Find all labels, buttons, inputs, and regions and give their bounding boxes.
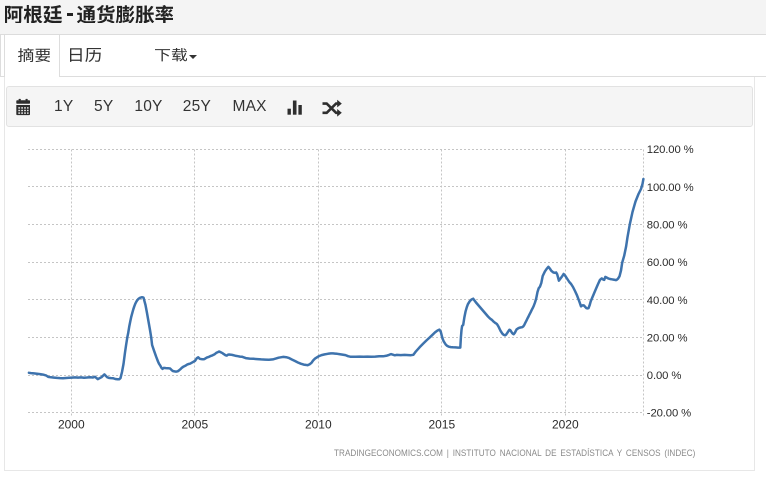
svg-text:20.00 %: 20.00 % (647, 332, 688, 344)
svg-text:60.00 %: 60.00 % (647, 257, 688, 269)
svg-text:40.00 %: 40.00 % (647, 295, 688, 307)
svg-text:80.00 %: 80.00 % (647, 220, 688, 232)
svg-text:2005: 2005 (181, 417, 208, 431)
svg-text:2015: 2015 (428, 417, 455, 431)
svg-text:100.00 %: 100.00 % (647, 182, 694, 194)
svg-text:0.00 %: 0.00 % (647, 370, 682, 382)
svg-text:2010: 2010 (305, 417, 332, 431)
svg-text:2020: 2020 (552, 417, 579, 431)
svg-text:2000: 2000 (58, 417, 85, 431)
svg-text:-20.00 %: -20.00 % (647, 408, 691, 420)
svg-text:120.00 %: 120.00 % (647, 144, 694, 156)
